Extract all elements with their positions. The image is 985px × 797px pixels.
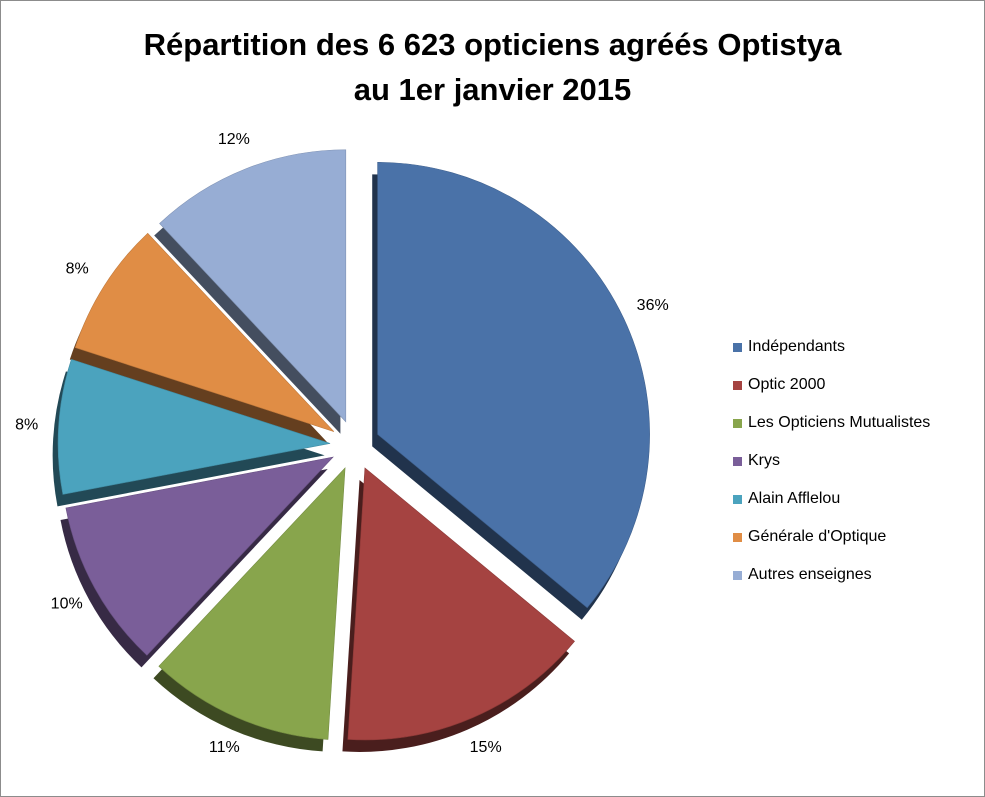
- pie-label-autres-enseignes: 12%: [218, 131, 250, 148]
- legend-label: Les Opticiens Mutualistes: [748, 414, 931, 431]
- legend-item-autres-enseignes: Autres enseignes: [733, 556, 930, 594]
- legend-swatch: [733, 570, 742, 580]
- chart-title-line-1: Répartition des 6 623 opticiens agréés O…: [143, 27, 842, 62]
- pie-slice-optic-2000: [347, 467, 575, 741]
- legend-swatch: [733, 494, 742, 504]
- pie-slice-krys: [65, 456, 334, 656]
- pie-label-optic-2000: 15%: [470, 739, 502, 756]
- legend-label: Alain Afflelou: [748, 490, 841, 507]
- pie-label-alain-afflelou: 8%: [15, 416, 38, 433]
- pie-label-independants: 36%: [637, 297, 669, 314]
- legend-swatch: [733, 456, 742, 466]
- pie-label-generale-d-optique: 8%: [66, 261, 89, 278]
- legend-item-les-opticiens-mutualistes: Les Opticiens Mutualistes: [733, 404, 930, 442]
- legend-label: Générale d'Optique: [748, 528, 887, 545]
- legend-item-generale-d-optique: Générale d'Optique: [733, 518, 930, 556]
- chart-legend: Indépendants Optic 2000 Les Opticiens Mutu…: [733, 328, 930, 594]
- pie-slice-independants: [377, 162, 650, 609]
- pie-slice-alain-afflelou: [57, 358, 331, 495]
- legend-item-alain-afflelou: Alain Afflelou: [733, 480, 930, 518]
- pie-label-les-opticiens-mutualistes: 11%: [209, 739, 240, 756]
- legend-item-optic-2000: Optic 2000: [733, 366, 930, 404]
- pie-slice-generale-d-optique: [74, 232, 335, 432]
- pie-label-krys: 10%: [51, 595, 83, 612]
- legend-label: Autres enseignes: [748, 566, 872, 583]
- legend-label: Indépendants: [748, 338, 845, 355]
- legend-swatch: [733, 418, 742, 428]
- pie-slice-autres-enseignes: [159, 149, 347, 423]
- pie-slice-les-opticiens-mutualistes: [158, 467, 346, 740]
- legend-item-krys: Krys: [733, 442, 930, 480]
- legend-label: Krys: [748, 452, 780, 469]
- chart-title: Répartition des 6 623 opticiens agréés O…: [0, 22, 985, 112]
- legend-swatch: [733, 532, 742, 542]
- legend-label: Optic 2000: [748, 376, 826, 393]
- chart-title-line-2: au 1er janvier 2015: [353, 72, 632, 107]
- legend-swatch: [733, 342, 742, 352]
- legend-item-independants: Indépendants: [733, 328, 930, 366]
- legend-swatch: [733, 380, 742, 390]
